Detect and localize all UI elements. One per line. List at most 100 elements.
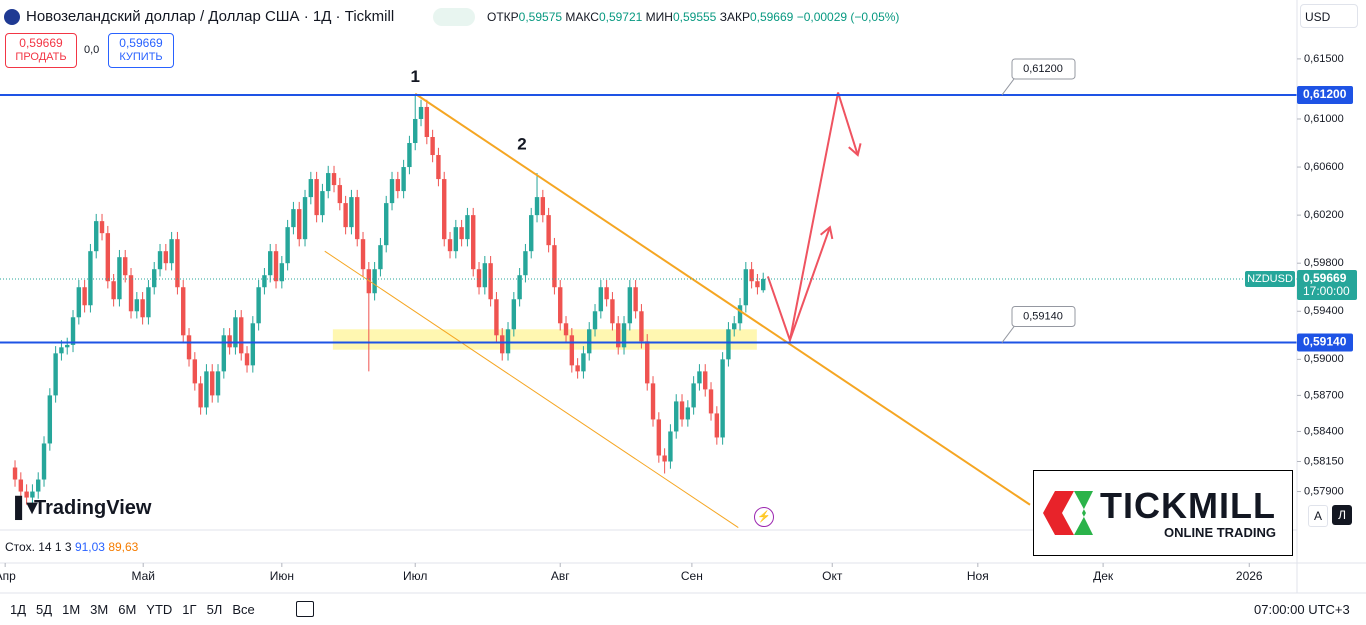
candle-body xyxy=(621,323,627,348)
candle-body xyxy=(389,179,395,204)
level-badge-label: 0,61200 xyxy=(1303,87,1347,101)
candle-body xyxy=(459,227,464,240)
candle-body xyxy=(482,263,488,288)
candle-body xyxy=(47,395,53,444)
candle-body xyxy=(192,359,198,384)
candle-body xyxy=(65,344,70,348)
candle-body xyxy=(413,118,418,144)
x-tick-label: 2026 xyxy=(1236,569,1263,583)
candle-body xyxy=(41,443,47,480)
candle-body xyxy=(175,239,180,288)
candle-body xyxy=(517,275,522,300)
range-button[interactable]: 3М xyxy=(90,602,109,617)
candle-body xyxy=(679,401,685,420)
candle-body xyxy=(384,203,389,246)
candle-body xyxy=(256,287,261,324)
candle-body xyxy=(511,299,517,330)
range-button[interactable]: 1М xyxy=(62,602,81,617)
candle-body xyxy=(685,407,691,420)
candle-body xyxy=(169,239,174,264)
flag-icon xyxy=(4,9,20,25)
candle-body xyxy=(604,287,609,300)
event-icon[interactable]: ⚡ xyxy=(754,507,774,527)
candle-body xyxy=(714,413,720,438)
callout-box xyxy=(1011,58,1076,80)
candle-body xyxy=(134,299,140,312)
buy-price: 0,59669 xyxy=(119,36,163,50)
candle-body xyxy=(215,371,221,396)
candle-body xyxy=(268,251,273,276)
candle-body xyxy=(610,299,615,324)
change: −0,00029 (−0,05%) xyxy=(796,10,900,24)
range-button[interactable]: YTD xyxy=(146,602,173,617)
callout-label: 0,59140 xyxy=(1023,310,1063,322)
date-range-icon[interactable] xyxy=(296,601,314,617)
currency-select[interactable]: USD xyxy=(1300,4,1358,28)
candle-body xyxy=(650,383,656,420)
candle-body xyxy=(540,197,546,216)
tickmill-icon xyxy=(1043,491,1093,535)
stoch-k: 91,03 xyxy=(74,540,105,554)
candle-body xyxy=(186,335,192,360)
candle-body xyxy=(59,347,64,354)
candle-body xyxy=(418,106,424,119)
level-badge xyxy=(1297,85,1353,104)
candle-body xyxy=(24,491,29,498)
candle-body xyxy=(529,215,534,252)
callout-leader xyxy=(1001,326,1015,343)
callout-label: 0,61200 xyxy=(1023,63,1063,75)
candle-body xyxy=(656,419,662,456)
candle-body xyxy=(291,209,296,228)
candle-body xyxy=(523,251,528,276)
range-button[interactable]: 5Л xyxy=(206,602,223,617)
candle-body xyxy=(430,137,435,156)
x-tick-label: Май xyxy=(131,569,155,583)
range-button[interactable]: 1Д xyxy=(10,602,27,617)
candle-body xyxy=(128,275,134,312)
y-tick-label: 0,60600 xyxy=(1304,161,1344,173)
candle-body xyxy=(210,371,215,396)
candle-body xyxy=(36,479,41,492)
log-scale[interactable]: Л xyxy=(1332,505,1352,525)
close-value: 0,59669 xyxy=(749,10,794,24)
buy-button[interactable]: 0,59669 КУПИТЬ xyxy=(108,33,174,68)
candle-body xyxy=(326,173,331,192)
candle-body xyxy=(645,341,650,384)
candle-body xyxy=(111,281,116,300)
open-value: 0,59575 xyxy=(518,10,563,24)
last-price-badge xyxy=(1297,269,1357,300)
level-badge xyxy=(1297,333,1353,352)
forecast-arrow xyxy=(788,226,831,341)
candle-body xyxy=(395,179,401,192)
x-tick-label: Ноя xyxy=(967,569,989,583)
trend-line xyxy=(324,250,739,529)
range-button[interactable]: 5Д xyxy=(36,602,53,617)
range-button[interactable]: 1Г xyxy=(182,602,197,617)
candle-body xyxy=(575,365,580,372)
candle-body xyxy=(674,401,679,432)
candle-body xyxy=(349,197,354,228)
candle-body xyxy=(82,287,87,306)
candle-body xyxy=(726,329,731,360)
sell-label: ПРОДАТЬ xyxy=(15,51,67,63)
x-tick-label: Сен xyxy=(681,569,703,583)
candle-body xyxy=(598,287,604,312)
candle-body xyxy=(697,371,702,384)
auto-scale[interactable]: A xyxy=(1308,505,1328,527)
candle-body xyxy=(279,263,285,282)
x-tick-label: Окт xyxy=(822,569,843,583)
stoch-d: 89,63 xyxy=(108,540,139,554)
candle-body xyxy=(743,269,749,306)
candle-body xyxy=(546,215,551,246)
level-badge-label: 0,59140 xyxy=(1303,335,1347,349)
candle-body xyxy=(494,299,499,336)
range-button[interactable]: 6М xyxy=(118,602,137,617)
sell-button[interactable]: 0,59669 ПРОДАТЬ xyxy=(5,33,77,68)
range-button[interactable]: Все xyxy=(232,602,255,617)
tickmill-logo: TICKMILL ONLINE TRADING xyxy=(1033,470,1293,556)
candle-body xyxy=(407,143,412,168)
candle-body xyxy=(691,383,696,408)
symbol-badge xyxy=(1245,270,1295,287)
candle-body xyxy=(360,239,366,270)
candle-body xyxy=(157,251,163,270)
